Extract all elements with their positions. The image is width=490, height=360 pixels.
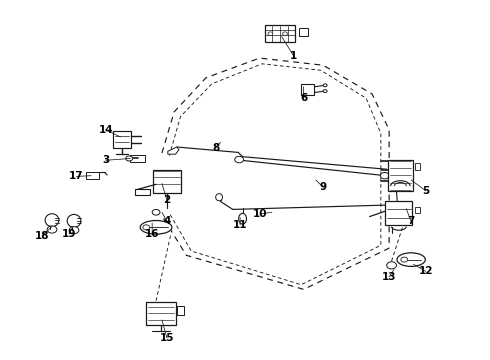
Bar [113,131,131,148]
Text: 17: 17 [69,171,84,181]
Bar [153,170,181,193]
Bar [86,172,98,179]
Bar [135,189,150,195]
Text: 2: 2 [163,195,171,205]
Text: 7: 7 [408,216,415,226]
Bar [415,207,420,213]
Bar [130,155,145,162]
Text: 8: 8 [212,143,220,153]
Ellipse shape [397,253,425,266]
Text: 14: 14 [98,125,113,135]
Ellipse shape [45,214,59,226]
Bar [301,84,315,95]
Text: 6: 6 [300,93,307,103]
Circle shape [126,156,133,161]
Text: 1: 1 [290,51,297,61]
Ellipse shape [67,215,81,227]
Text: 9: 9 [319,182,327,192]
Circle shape [268,32,273,36]
Text: 19: 19 [62,229,76,239]
Bar [299,28,308,36]
Bar [265,25,295,42]
Text: 15: 15 [160,333,174,343]
Circle shape [323,84,327,87]
Circle shape [69,226,79,234]
Bar [386,201,413,225]
Ellipse shape [239,213,246,224]
Circle shape [387,262,396,269]
Text: 4: 4 [163,216,171,226]
Text: 11: 11 [233,220,247,230]
Circle shape [323,90,327,93]
Ellipse shape [140,221,172,234]
Text: 10: 10 [252,209,267,219]
Text: 3: 3 [102,155,109,165]
Ellipse shape [216,194,222,201]
Circle shape [380,172,389,179]
Text: 13: 13 [382,272,396,282]
Circle shape [235,156,244,163]
Text: 12: 12 [418,266,433,276]
Bar [415,163,420,170]
Circle shape [47,226,57,233]
Polygon shape [168,147,179,154]
Bar [147,302,175,325]
Circle shape [401,257,408,262]
Text: 16: 16 [145,229,159,239]
Circle shape [143,225,150,230]
Bar [176,306,184,315]
Circle shape [283,32,288,36]
Circle shape [152,210,160,215]
Text: 5: 5 [422,186,429,196]
Text: 18: 18 [35,231,49,240]
Bar [388,160,413,190]
